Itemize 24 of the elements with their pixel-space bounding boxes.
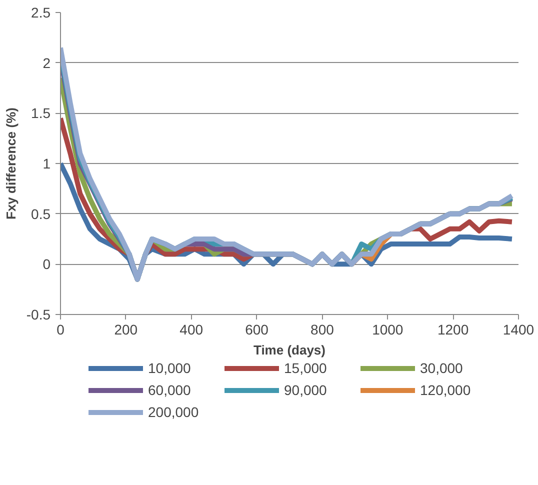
- legend-label: 60,000: [148, 382, 192, 398]
- y-tick-label: 1: [42, 156, 51, 172]
- y-axis-title: Fxy difference (%): [3, 108, 18, 220]
- x-tick-label: 600: [245, 322, 269, 338]
- x-axis-title: Time (days): [253, 342, 326, 358]
- legend-label: 30,000: [420, 360, 464, 376]
- y-tick-label: 2: [42, 54, 51, 71]
- y-tick-label: 0: [42, 256, 51, 272]
- y-tick-label: 1.5: [31, 105, 51, 122]
- x-tick-label: 400: [180, 322, 204, 338]
- legend-label: 10,000: [148, 360, 192, 376]
- x-tick-label: 0: [56, 322, 65, 338]
- legend-label: 120,000: [420, 382, 472, 398]
- x-tick-label: 1000: [372, 322, 404, 338]
- y-tick-label: 0.5: [31, 206, 51, 222]
- y-tick-label: 2.5: [31, 4, 51, 20]
- x-tick-label: 200: [114, 322, 138, 338]
- x-tick-label: 1200: [438, 322, 469, 338]
- y-tick-label: -0.5: [26, 306, 51, 322]
- x-tick-label: 1400: [502, 322, 534, 338]
- x-tick-label: 800: [310, 322, 334, 338]
- legend-label: 90,000: [284, 382, 328, 398]
- legend-label: 15,000: [284, 360, 328, 376]
- legend-label: 200,000: [148, 404, 200, 420]
